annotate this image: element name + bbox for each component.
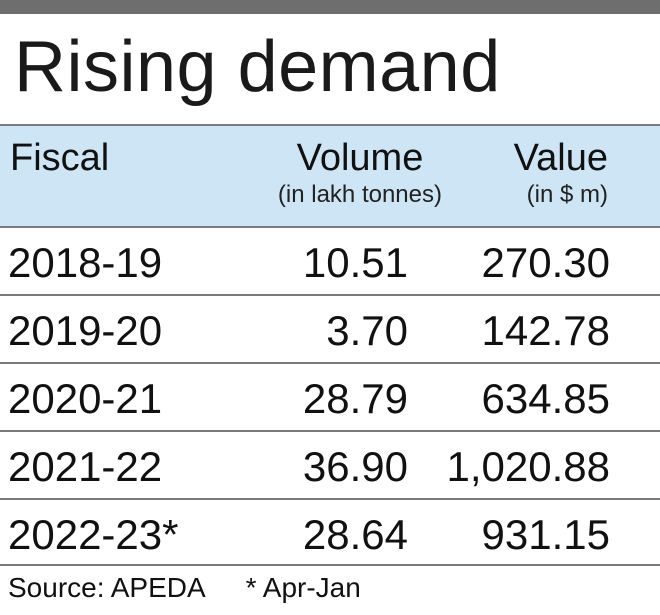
- cell-volume: 28.64: [302, 511, 408, 558]
- header-band: [0, 124, 660, 228]
- cell-volume: 10.51: [302, 239, 408, 286]
- cell-value: 931.15: [481, 511, 610, 558]
- cell-value: 1,020.88: [446, 443, 611, 490]
- table-footer: Source: APEDA * Apr-Jan: [8, 570, 361, 606]
- cell-volume: 36.90: [302, 443, 408, 490]
- cell-value: 270.30: [481, 239, 610, 286]
- cell-fiscal: 2018-19: [8, 239, 163, 286]
- source-note: Source: APEDA: [8, 572, 206, 603]
- column-header-volume-label: Volume: [296, 137, 424, 179]
- table-row: 2021-22 36.90 1,020.88: [0, 432, 660, 500]
- cell-volume: 28.79: [302, 375, 408, 422]
- column-header-value-unit: (in $ m): [526, 181, 608, 208]
- column-header-value: Value (in $ m): [514, 136, 608, 210]
- cell-fiscal: 2020-21: [8, 375, 163, 422]
- cell-fiscal: 2021-22: [8, 443, 163, 490]
- cell-fiscal: 2022-23*: [8, 511, 179, 558]
- column-header-fiscal-label: Fiscal: [10, 137, 110, 179]
- cell-fiscal: 2019-20: [8, 307, 163, 354]
- table-row: 2020-21 28.79 634.85: [0, 364, 660, 432]
- cell-value: 142.78: [481, 307, 610, 354]
- footnote: * Apr-Jan: [245, 572, 361, 603]
- table-row: 2022-23* 28.64 931.15: [0, 500, 660, 566]
- table-row: 2019-20 3.70 142.78: [0, 296, 660, 364]
- column-header-volume: Volume (in lakh tonnes): [278, 136, 442, 210]
- cell-volume: 3.70: [326, 307, 408, 354]
- table-body: 2018-19 10.51 270.30 2019-20 3.70 142.78…: [0, 228, 660, 566]
- cell-value: 634.85: [481, 375, 610, 422]
- top-rule: [0, 0, 660, 14]
- column-header-value-label: Value: [513, 137, 608, 179]
- table-row: 2018-19 10.51 270.30: [0, 228, 660, 296]
- table-title: Rising demand: [14, 27, 501, 107]
- column-header-fiscal: Fiscal: [10, 136, 109, 180]
- column-header-volume-unit: (in lakh tonnes): [277, 181, 442, 208]
